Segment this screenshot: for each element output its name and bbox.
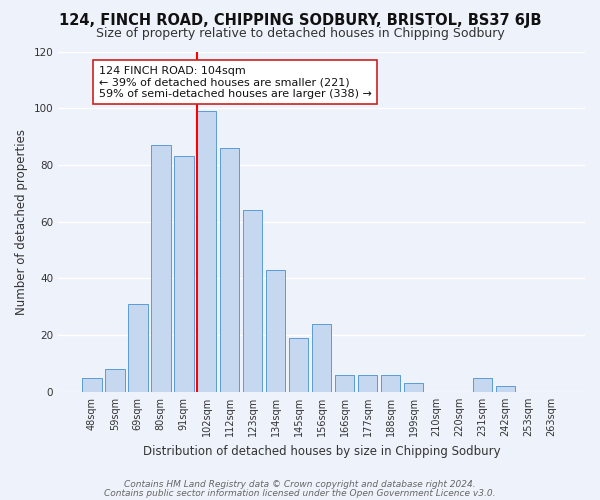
Bar — [243, 210, 262, 392]
Text: Contains HM Land Registry data © Crown copyright and database right 2024.: Contains HM Land Registry data © Crown c… — [124, 480, 476, 489]
Bar — [128, 304, 148, 392]
Bar — [312, 324, 331, 392]
Bar — [358, 375, 377, 392]
Bar — [289, 338, 308, 392]
Text: 124, FINCH ROAD, CHIPPING SODBURY, BRISTOL, BS37 6JB: 124, FINCH ROAD, CHIPPING SODBURY, BRIST… — [59, 12, 541, 28]
Bar — [335, 375, 355, 392]
Bar — [381, 375, 400, 392]
X-axis label: Distribution of detached houses by size in Chipping Sodbury: Distribution of detached houses by size … — [143, 444, 500, 458]
Bar — [496, 386, 515, 392]
Bar — [266, 270, 286, 392]
Bar — [174, 156, 194, 392]
Text: 124 FINCH ROAD: 104sqm
← 39% of detached houses are smaller (221)
59% of semi-de: 124 FINCH ROAD: 104sqm ← 39% of detached… — [99, 66, 371, 99]
Text: Contains public sector information licensed under the Open Government Licence v3: Contains public sector information licen… — [104, 489, 496, 498]
Bar — [197, 111, 217, 392]
Bar — [105, 369, 125, 392]
Bar — [473, 378, 492, 392]
Text: Size of property relative to detached houses in Chipping Sodbury: Size of property relative to detached ho… — [95, 28, 505, 40]
Bar — [151, 145, 170, 392]
Bar — [220, 148, 239, 392]
Bar — [82, 378, 101, 392]
Bar — [404, 384, 423, 392]
Y-axis label: Number of detached properties: Number of detached properties — [15, 128, 28, 314]
